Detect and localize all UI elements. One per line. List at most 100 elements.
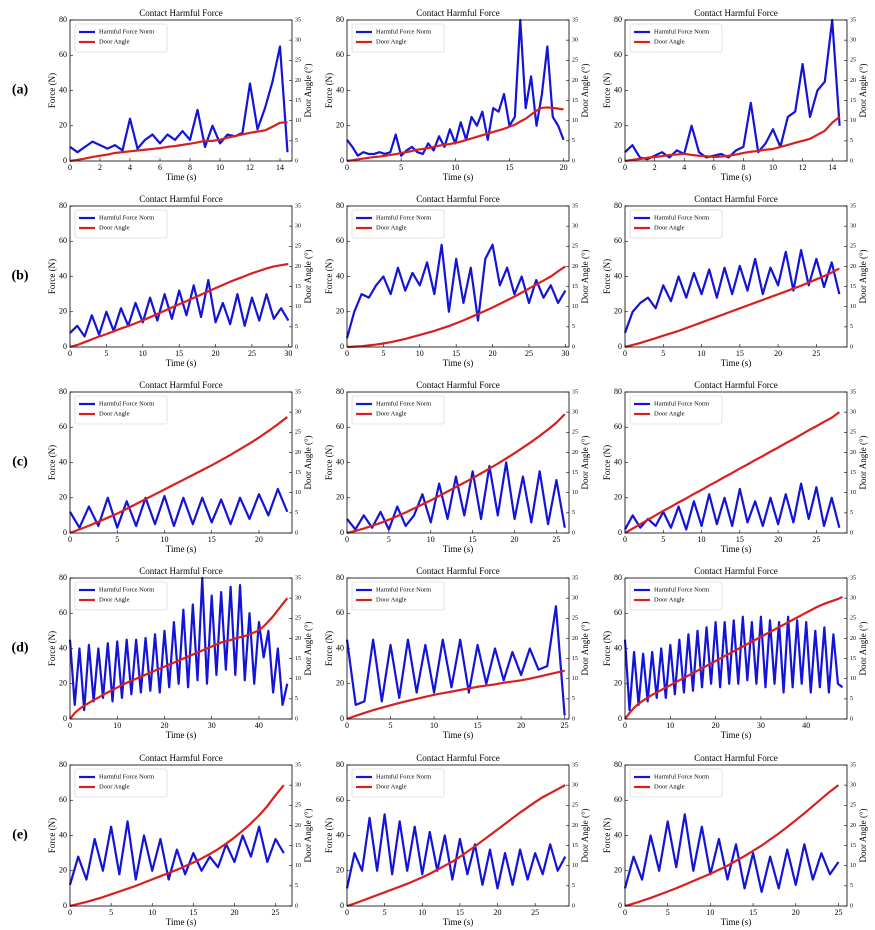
legend-box bbox=[629, 23, 723, 53]
legend-label: Door Angle bbox=[376, 783, 407, 790]
x-tick-label: 0 bbox=[68, 535, 72, 544]
y2-tick-label: 0 bbox=[850, 344, 853, 350]
y-tick-label: 60 bbox=[59, 236, 67, 245]
x-tick-label: 20 bbox=[160, 721, 168, 730]
y2-tick-label: 30 bbox=[850, 38, 856, 44]
y2-tick-label: 0 bbox=[572, 903, 575, 909]
x-tick-label: 10 bbox=[139, 349, 147, 358]
series-line bbox=[69, 784, 285, 908]
x-tick-label: 15 bbox=[736, 349, 744, 358]
plot-frame bbox=[69, 19, 293, 162]
chart-title: Contact Harmful Force bbox=[694, 566, 777, 576]
x-axis-label: Time (s) bbox=[166, 730, 196, 740]
y2-tick-label: 10 bbox=[572, 304, 578, 310]
y-tick-label: 0 bbox=[340, 156, 344, 165]
y-tick-label: 40 bbox=[336, 85, 344, 94]
x-tick-label: 5 bbox=[661, 349, 665, 358]
x-axis-label: Time (s) bbox=[443, 172, 473, 182]
y2-tick-label: 35 bbox=[850, 389, 856, 395]
y-tick-label: 60 bbox=[59, 422, 67, 431]
y2-axis-label: Door Angle (°) bbox=[303, 435, 313, 489]
y2-axis-label: Door Angle (°) bbox=[858, 63, 868, 117]
y2-tick-label: 10 bbox=[850, 304, 856, 310]
x-tick-label: 10 bbox=[418, 908, 426, 917]
y-tick-label: 60 bbox=[336, 50, 344, 59]
y-tick-label: 40 bbox=[336, 830, 344, 839]
y-tick-label: 0 bbox=[618, 528, 622, 537]
y-tick-label: 0 bbox=[618, 901, 622, 910]
x-tick-label: 40 bbox=[802, 721, 810, 730]
legend-label: Door Angle bbox=[99, 410, 130, 417]
y2-tick-label: 35 bbox=[850, 762, 856, 768]
y2-tick-label: 25 bbox=[295, 803, 301, 809]
x-tick-label: 10 bbox=[427, 535, 435, 544]
x-tick-label: 40 bbox=[255, 721, 263, 730]
chart-title: Contact Harmful Force bbox=[416, 753, 499, 763]
series-line bbox=[346, 265, 566, 349]
x-tick-label: 30 bbox=[757, 721, 765, 730]
chart-title: Contact Harmful Force bbox=[416, 8, 499, 18]
y-tick-label: 80 bbox=[336, 760, 344, 769]
y-axis-label: Force (N) bbox=[47, 631, 57, 666]
legend-label: Door Angle bbox=[654, 596, 685, 603]
x-tick-label: 20 bbox=[489, 349, 497, 358]
x-tick-label: 5 bbox=[399, 163, 403, 172]
legend-label: Door Angle bbox=[376, 38, 407, 45]
legend-label: Harmful Force Norm bbox=[99, 28, 154, 35]
y-axis-label: Force (N) bbox=[324, 445, 334, 480]
y-tick-label: 60 bbox=[59, 795, 67, 804]
y2-tick-label: 10 bbox=[850, 490, 856, 496]
series-line bbox=[69, 487, 289, 529]
plot-frame bbox=[624, 391, 848, 534]
legend-label: Door Angle bbox=[654, 410, 685, 417]
y2-tick-label: 25 bbox=[572, 58, 578, 64]
y2-tick-label: 15 bbox=[850, 98, 856, 104]
series-line bbox=[624, 267, 840, 349]
chart-title: Contact Harmful Force bbox=[416, 194, 499, 204]
legend-box bbox=[74, 209, 168, 239]
legend-label: Door Angle bbox=[376, 224, 407, 231]
y2-tick-label: 5 bbox=[850, 138, 853, 144]
x-axis-label: Time (s) bbox=[166, 544, 196, 554]
legend-box bbox=[74, 581, 168, 611]
y-tick-label: 20 bbox=[614, 307, 622, 316]
y2-tick-label: 5 bbox=[572, 696, 575, 702]
y-axis-label: Force (N) bbox=[47, 818, 57, 853]
y2-tick-label: 0 bbox=[572, 716, 575, 722]
series-line bbox=[345, 605, 566, 716]
x-tick-label: 0 bbox=[623, 163, 627, 172]
row-label: (d) bbox=[11, 641, 28, 656]
plot-frame bbox=[624, 577, 848, 720]
chart-title: Contact Harmful Force bbox=[139, 566, 222, 576]
y-tick-label: 60 bbox=[59, 50, 67, 59]
y2-tick-label: 25 bbox=[850, 616, 856, 622]
y-tick-label: 20 bbox=[59, 307, 67, 316]
y-axis-label: Force (N) bbox=[47, 445, 57, 480]
x-tick-label: 2 bbox=[98, 163, 102, 172]
y2-tick-label: 30 bbox=[572, 224, 578, 230]
x-tick-label: 20 bbox=[511, 535, 519, 544]
series-line bbox=[623, 248, 841, 334]
x-tick-label: 20 bbox=[774, 535, 782, 544]
subplot: Contact Harmful Force 0 5 10 15 20 0 20 40 60 80 0 5… bbox=[324, 8, 590, 182]
y2-tick-label: 35 bbox=[850, 17, 856, 23]
x-tick-label: 15 bbox=[469, 535, 477, 544]
y-axis-label: Force (N) bbox=[47, 73, 57, 108]
y2-tick-label: 20 bbox=[850, 823, 856, 829]
series-line bbox=[68, 576, 289, 712]
y-tick-label: 40 bbox=[59, 457, 67, 466]
y-tick-label: 20 bbox=[59, 866, 67, 875]
y2-tick-label: 20 bbox=[295, 823, 301, 829]
series-line bbox=[346, 106, 564, 163]
x-tick-label: 0 bbox=[345, 721, 349, 730]
y2-tick-label: 30 bbox=[572, 783, 578, 789]
y2-tick-label: 20 bbox=[850, 636, 856, 642]
y2-tick-label: 0 bbox=[850, 158, 853, 164]
legend-label: Door Angle bbox=[376, 596, 407, 603]
